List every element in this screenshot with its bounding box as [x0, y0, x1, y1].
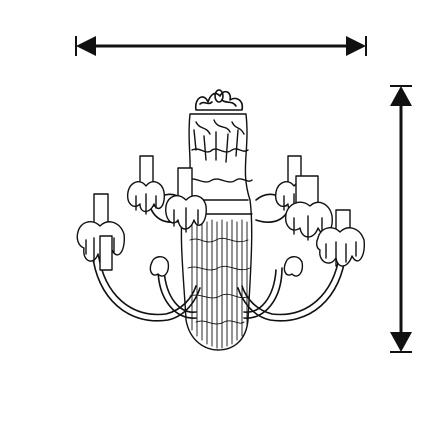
- width-arrow-icon: [75, 36, 367, 56]
- candle-right-low: [283, 256, 304, 277]
- height-arrow-icon: [390, 85, 412, 353]
- chandelier-crystals: [187, 219, 251, 349]
- candle-right-inner: [285, 175, 333, 241]
- candle-far-right: [315, 209, 366, 267]
- chandelier-crown: [194, 89, 244, 111]
- candle-left-inner: [164, 167, 207, 233]
- candle-left-low: [99, 235, 170, 277]
- candle-left-back: [126, 155, 166, 215]
- chandelier-icon: [76, 89, 366, 351]
